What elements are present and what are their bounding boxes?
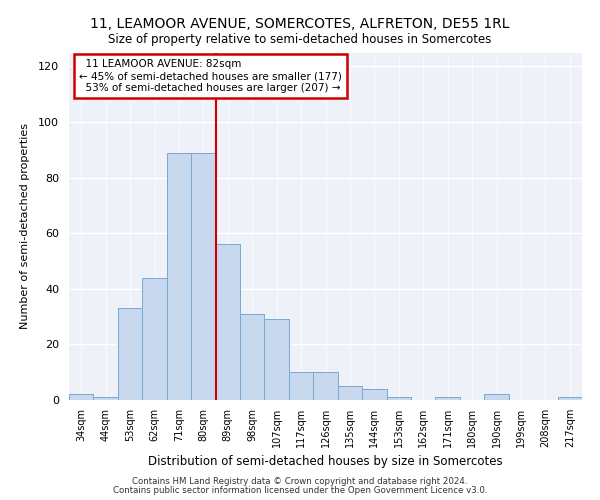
Bar	[313, 372, 338, 400]
Bar	[142, 278, 167, 400]
Bar	[484, 394, 509, 400]
Bar	[94, 397, 118, 400]
Bar	[557, 397, 582, 400]
Bar	[386, 397, 411, 400]
Bar	[191, 152, 215, 400]
Text: Contains HM Land Registry data © Crown copyright and database right 2024.: Contains HM Land Registry data © Crown c…	[132, 477, 468, 486]
Bar	[69, 394, 94, 400]
X-axis label: Distribution of semi-detached houses by size in Somercotes: Distribution of semi-detached houses by …	[148, 456, 503, 468]
Text: Size of property relative to semi-detached houses in Somercotes: Size of property relative to semi-detach…	[109, 32, 491, 46]
Text: Contains public sector information licensed under the Open Government Licence v3: Contains public sector information licen…	[113, 486, 487, 495]
Bar	[167, 152, 191, 400]
Text: 11, LEAMOOR AVENUE, SOMERCOTES, ALFRETON, DE55 1RL: 11, LEAMOOR AVENUE, SOMERCOTES, ALFRETON…	[90, 18, 510, 32]
Bar	[240, 314, 265, 400]
Text: 11 LEAMOOR AVENUE: 82sqm
← 45% of semi-detached houses are smaller (177)
  53% o: 11 LEAMOOR AVENUE: 82sqm ← 45% of semi-d…	[79, 60, 342, 92]
Bar	[338, 386, 362, 400]
Bar	[436, 397, 460, 400]
Bar	[215, 244, 240, 400]
Bar	[118, 308, 142, 400]
Bar	[289, 372, 313, 400]
Y-axis label: Number of semi-detached properties: Number of semi-detached properties	[20, 123, 30, 329]
Bar	[265, 320, 289, 400]
Bar	[362, 389, 386, 400]
